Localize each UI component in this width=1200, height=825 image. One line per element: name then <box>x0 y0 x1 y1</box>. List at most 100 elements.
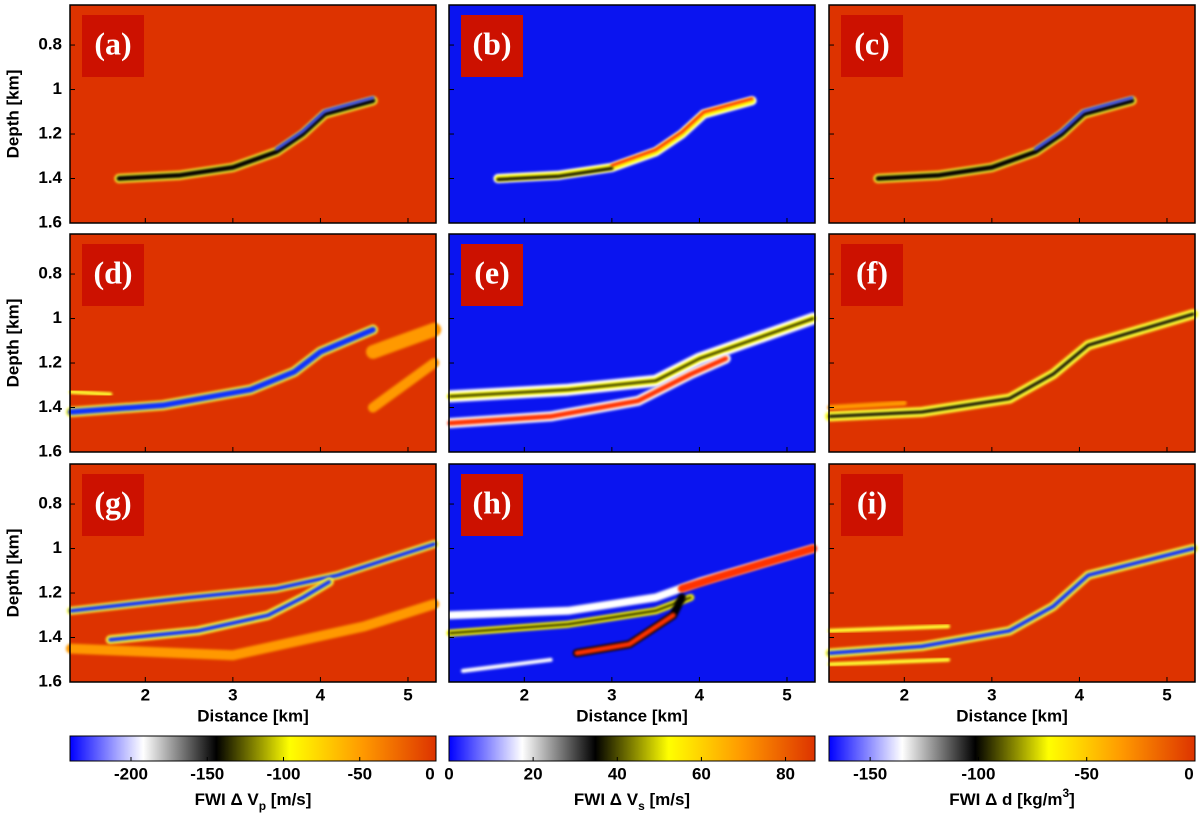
y-tick-label: 1.4 <box>38 168 62 187</box>
anomaly <box>448 596 692 635</box>
panel-frame <box>448 4 816 224</box>
colorbar-label-part: FWI Δ V <box>574 790 639 809</box>
anomaly <box>827 546 1196 656</box>
y-tick-label: 1.4 <box>38 397 62 416</box>
colorbar-label-part: p <box>259 799 266 813</box>
anomaly <box>65 599 440 661</box>
panel-label-box <box>841 474 903 536</box>
panel-label: (b) <box>472 25 511 61</box>
x-tick-label: 4 <box>316 685 326 704</box>
x-tick-label: 5 <box>403 685 412 704</box>
panel-frame <box>448 233 816 453</box>
colorbar-tick-label: 40 <box>608 764 627 783</box>
y-tick-label: 1.6 <box>38 671 62 690</box>
colorbar-tick-label: -100 <box>961 764 995 783</box>
y-tick-label: 1.4 <box>38 627 62 646</box>
colorbar-label-part: FWI Δ V <box>195 790 260 809</box>
colorbar <box>69 735 437 762</box>
panel-label: (g) <box>94 484 131 520</box>
x-tick-label: 5 <box>1162 685 1171 704</box>
y-tick-label: 0.8 <box>38 35 62 54</box>
anomaly <box>368 358 440 413</box>
panel-label-box <box>82 474 144 536</box>
colorbar-tick-label: 0 <box>444 764 453 783</box>
colorbar-tick-label: 60 <box>692 764 711 783</box>
colorbar-label-part: FWI Δ d [kg/m <box>949 790 1062 809</box>
panel-label: (c) <box>854 25 890 61</box>
x-tick-label: 3 <box>607 685 616 704</box>
colorbar-tick-label: 80 <box>776 764 795 783</box>
anomaly <box>610 97 754 167</box>
panel-label: (i) <box>857 484 887 520</box>
x-tick-label: 4 <box>695 685 705 704</box>
x-axis-label: Distance [km] <box>576 706 687 725</box>
y-tick-label: 1 <box>53 538 62 557</box>
panel-frame <box>69 463 437 683</box>
anomaly <box>68 389 113 397</box>
x-tick-label: 3 <box>987 685 996 704</box>
colorbar-label-part: [m/s] <box>266 790 311 809</box>
y-tick-label: 1.2 <box>38 583 62 602</box>
anomaly <box>677 544 818 593</box>
panel-label: (d) <box>93 254 132 290</box>
panel-label: (f) <box>856 254 888 290</box>
panel-label-box <box>82 15 144 77</box>
x-tick-label: 2 <box>900 685 909 704</box>
colorbar-tick-label: -50 <box>347 764 372 783</box>
panel-frame <box>69 233 437 453</box>
anomaly <box>448 317 815 398</box>
colorbar <box>828 735 1196 762</box>
colorbar-tick-label: 20 <box>524 764 543 783</box>
anomaly <box>827 624 951 633</box>
y-axis-label: Depth [km] <box>3 70 22 159</box>
anomaly <box>496 166 614 181</box>
colorbar-tick-label: -150 <box>853 764 887 783</box>
anomaly <box>67 326 376 415</box>
colorbar-tick-label: -50 <box>1074 764 1099 783</box>
y-tick-label: 0.8 <box>38 264 62 283</box>
anomaly <box>827 657 951 667</box>
y-axis-label: Depth [km] <box>3 529 22 618</box>
colorbar-label: FWI Δ d [kg/m3] <box>949 786 1075 809</box>
y-tick-label: 1.2 <box>38 124 62 143</box>
panel-label-box <box>461 474 523 536</box>
colorbar-label-part: s <box>638 799 645 813</box>
panel-frame <box>828 233 1196 453</box>
y-tick-label: 1.2 <box>38 353 62 372</box>
x-tick-label: 3 <box>228 685 237 704</box>
panel-frame <box>828 4 1196 224</box>
panel-label-box <box>841 15 903 77</box>
x-tick-label: 4 <box>1075 685 1085 704</box>
anomaly <box>461 657 553 673</box>
y-tick-label: 1.6 <box>38 441 62 460</box>
colorbar-label-part: ] <box>1069 790 1075 809</box>
panel-label-box <box>461 244 523 306</box>
x-tick-label: 5 <box>782 685 791 704</box>
anomaly <box>828 312 1195 418</box>
colorbar-tick-label: 0 <box>425 764 434 783</box>
anomaly <box>116 98 376 181</box>
panel-label-box <box>841 244 903 306</box>
anomaly <box>827 400 907 410</box>
colorbar-tick-label: -150 <box>190 764 224 783</box>
colorbar <box>448 735 816 762</box>
panel-label-box <box>82 244 144 306</box>
anomaly <box>875 98 1135 181</box>
x-axis-label: Distance [km] <box>956 706 1067 725</box>
x-axis-label: Distance [km] <box>197 706 308 725</box>
y-tick-label: 0.8 <box>38 494 62 513</box>
anomaly <box>68 542 437 613</box>
colorbar-tick-label: 0 <box>1184 764 1193 783</box>
panel-label: (e) <box>474 254 510 290</box>
y-tick-label: 1 <box>53 79 62 98</box>
anomaly <box>574 612 676 656</box>
colorbar-label-part: [m/s] <box>645 790 690 809</box>
panel-label-box <box>461 15 523 77</box>
colorbar-label: FWI Δ Vs [m/s] <box>574 790 690 813</box>
anomaly <box>1034 96 1134 151</box>
panel-frame <box>828 463 1196 683</box>
panel-frame <box>448 463 816 683</box>
anomaly <box>447 356 729 426</box>
